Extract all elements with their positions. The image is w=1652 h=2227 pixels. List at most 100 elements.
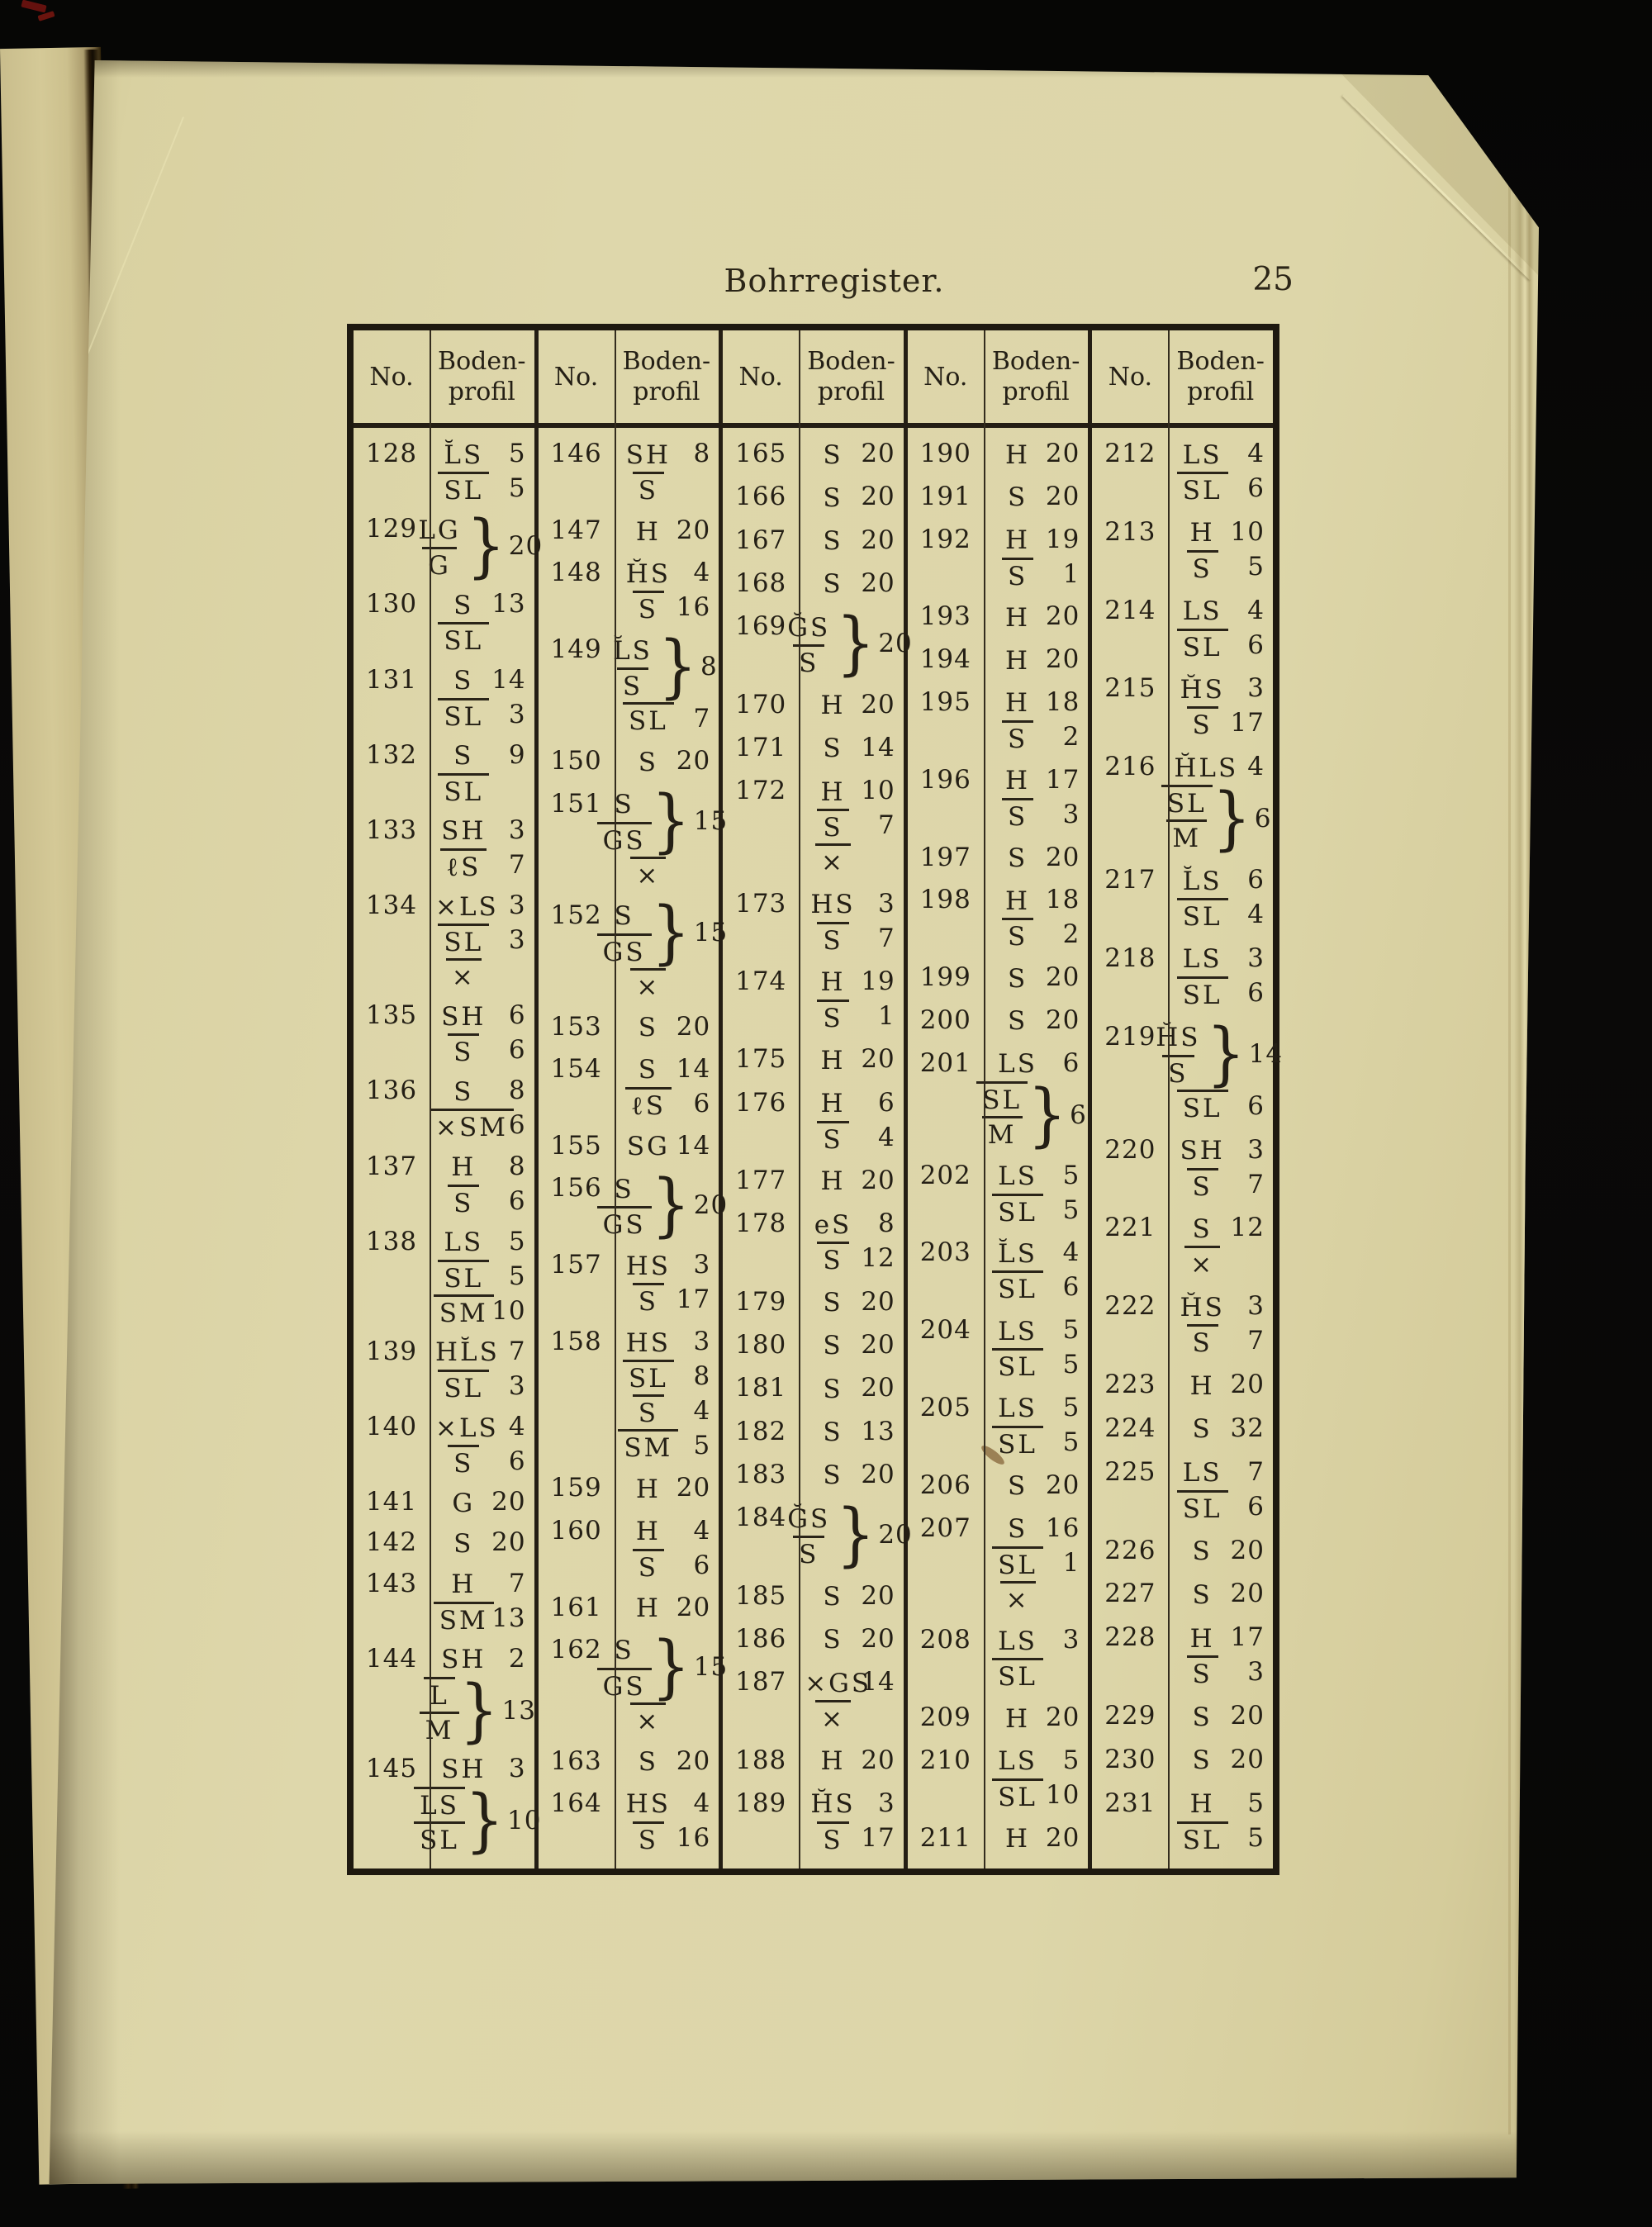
profile-row: H 20: [615, 513, 719, 548]
profile-label: SL: [992, 1348, 1043, 1382]
profile-label: GS: [596, 821, 652, 856]
profile-label: S: [823, 1417, 843, 1448]
profile-rows: H 20: [799, 1743, 904, 1778]
table-entry: 184 ĞS S} 20: [723, 1500, 912, 1569]
entry-number: 207: [919, 1512, 971, 1543]
profile-rows: H 20: [984, 436, 1089, 471]
profile-row: H 17: [1168, 1620, 1273, 1655]
table-entry: 196 H 17 S 3: [908, 762, 1089, 832]
profile-value: 5: [1062, 1392, 1080, 1422]
profile-value: 3: [1062, 1625, 1080, 1655]
profile-label: S: [632, 1548, 665, 1583]
profile-value: 5: [1062, 1427, 1080, 1457]
profile-value: 17: [1230, 1622, 1265, 1653]
profile-rows: SH 3 ℓS 7: [430, 813, 534, 882]
entry-number: 193: [919, 601, 971, 632]
profile-rows: H 17 S 3: [1168, 1620, 1273, 1689]
profile-value: 5: [1062, 1315, 1080, 1346]
no-profile-divider: [1168, 330, 1170, 1868]
profile-rows: S GS} 20: [596, 1165, 727, 1246]
profile-label: M: [419, 1711, 460, 1745]
profile-row: ×: [799, 1699, 904, 1734]
profile-value: 20: [1045, 644, 1080, 675]
entry-number: 227: [1104, 1579, 1156, 1609]
profile-value: 7: [878, 923, 895, 953]
brace: }: [459, 1670, 499, 1750]
profile-row: H 20: [799, 1163, 904, 1198]
profile-label: S: [1192, 1536, 1213, 1567]
profile-label: S: [823, 526, 843, 557]
profile-label: SH: [441, 1755, 487, 1785]
profile-rows: S 20: [984, 840, 1089, 875]
table-entry: 168 S 20: [723, 566, 904, 601]
profile-label: H: [451, 1152, 477, 1183]
table-entry: 178 eS 8 S 12: [723, 1206, 904, 1275]
brace-stack: S GS: [596, 1632, 652, 1702]
profile-row: HS 3: [615, 1324, 719, 1359]
page-title: Bohrregister.: [724, 263, 945, 299]
profile-row: SH 6: [430, 998, 534, 1033]
profile-label: ĞS: [787, 612, 831, 643]
profile-label: SL: [1161, 785, 1213, 819]
table-entry: 150 S 20: [539, 743, 719, 778]
profile-label: S: [823, 1331, 843, 1361]
profile-row: ×: [615, 967, 719, 1002]
pair-header: No. Boden-profil: [354, 330, 534, 428]
profile-value: 1: [1062, 1547, 1080, 1578]
profile-label: H̆S: [1156, 1023, 1201, 1053]
table-entry: 137 H 8 S 6: [354, 1149, 534, 1218]
profile-row: S 13: [799, 1414, 904, 1449]
profile-row: H 10: [1168, 515, 1273, 549]
profile-rows: S 20: [615, 1744, 719, 1778]
table-entry: 214 LS 4 SL 6: [1092, 593, 1273, 662]
profile-value: 17: [861, 1822, 895, 1853]
profile-label: S: [1186, 1324, 1218, 1358]
profile-value: 1: [878, 1000, 895, 1031]
entry-number: 175: [735, 1044, 787, 1075]
register-table: No. Boden-profil 128 L̆S 5 SL 5 129 LG G} 20 130 S 13…: [347, 324, 1282, 1875]
profile-label: S: [614, 790, 634, 820]
profile-value: 6: [508, 1035, 526, 1066]
profile-value: 20: [676, 746, 711, 776]
profile-rows: S 20: [799, 1622, 904, 1656]
table-entry: 161 H 20: [539, 1590, 719, 1625]
table-entry: 209 H 20: [908, 1700, 1089, 1735]
brace: }: [651, 1165, 691, 1246]
profile-rows: L̆S 6 SL 4: [1168, 862, 1273, 932]
profile-value: 20: [861, 1459, 895, 1489]
entry-number: 139: [365, 1336, 418, 1366]
profile-value: 20: [861, 1165, 895, 1195]
profile-row: L̆S 6: [1168, 862, 1273, 897]
profile-row: GS: [596, 933, 652, 967]
profile-row: H̆LS 4: [1168, 749, 1273, 784]
profile-row: SL 5: [430, 471, 534, 506]
profile-rows: S 20: [799, 1457, 904, 1492]
profile-label: HS: [625, 1789, 672, 1820]
profile-label: S: [823, 734, 843, 764]
profile-label: HS: [810, 890, 856, 920]
brace-value: 10: [507, 1805, 542, 1835]
brace-value: 6: [1254, 804, 1272, 834]
profile-row: GS: [596, 1667, 652, 1702]
table-entry: 218 LS 3 SL 6: [1092, 941, 1273, 1010]
profile-row: S 17: [799, 1821, 904, 1855]
profile-rows: H 19 S 1: [984, 522, 1089, 591]
profile-label: ×: [1184, 1246, 1221, 1280]
entry-number: 154: [550, 1053, 602, 1084]
column-pair: No. Boden-profil 212 LS 4 SL 6 213 H 10 S 5 214 LS 4 SL…: [1092, 330, 1282, 1868]
column-pair: No. Boden-profil 190 H 20 191 S 20 192 H 19 S 1 193 H 2…: [907, 330, 1093, 1868]
profile-row: S 17: [615, 1282, 719, 1317]
profile-value: 3: [508, 890, 526, 921]
profile-label: HS: [625, 1327, 672, 1358]
profile-row: S 20: [615, 743, 719, 778]
profile-value: 5: [1062, 1745, 1080, 1775]
profile-label: S: [632, 1394, 665, 1428]
profile-label: S: [1007, 963, 1028, 994]
profile-label: ×LS: [435, 891, 499, 922]
entry-number: 219: [1104, 1021, 1156, 1052]
profile-label: ĞS: [787, 1503, 831, 1534]
register-table-body: No. Boden-profil 128 L̆S 5 SL 5 129 LG G} 20 130 S 13…: [354, 330, 1282, 1868]
profile-value: 14: [861, 732, 895, 762]
